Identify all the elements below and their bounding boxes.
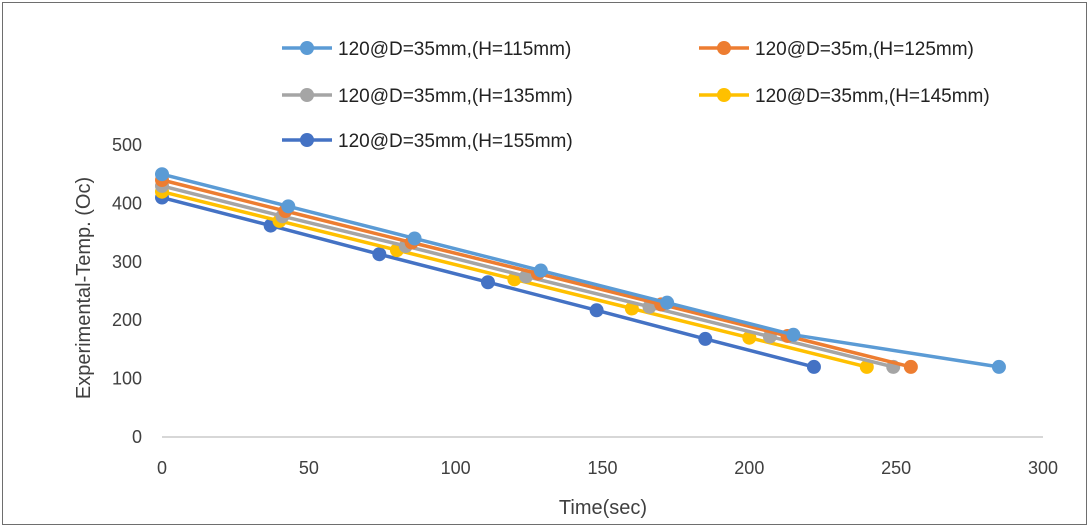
legend: 120@D=35mm,(H=115mm) 120@D=35m,(H=125mm) 1… [282,39,990,152]
x-axis-title: Time(sec) [559,497,647,519]
y-axis-title: Experimental-Temp. (Oc) [73,177,95,399]
x-tick-label: 250 [881,458,911,478]
legend-item: 120@D=35mm,(H=115mm) [282,39,571,60]
x-tick-label: 0 [157,458,167,478]
y-tick-label: 500 [112,135,142,155]
y-tick-label: 400 [112,193,142,213]
series-1 [155,167,1006,374]
legend-label: 120@D=35mm,(H=135mm) [338,86,573,107]
y-tick-label: 200 [112,310,142,330]
legend-label: 120@D=35mm,(H=155mm) [338,131,573,152]
series-4 [155,184,874,374]
x-tick-label: 50 [299,458,319,478]
legend-item: 120@D=35mm,(H=135mm) [282,86,573,107]
y-tick-label: 300 [112,252,142,272]
x-tick-label: 100 [441,458,471,478]
series-5 [155,190,821,374]
data-point [742,330,757,345]
legend-item: 120@D=35mm,(H=145mm) [699,86,990,107]
legend-marker [717,88,731,102]
data-point [281,199,296,214]
legend-item: 120@D=35mm,(H=155mm) [282,131,573,152]
x-tick-label: 200 [734,458,764,478]
legend-label: 120@D=35m,(H=125mm) [755,39,974,60]
data-point [903,359,918,374]
legend-label: 120@D=35mm,(H=115mm) [338,39,571,60]
legend-marker [300,88,314,102]
legend-marker [300,133,314,147]
x-tick-label: 150 [587,458,617,478]
data-point [407,231,422,246]
data-point [589,303,604,318]
y-tick-label: 0 [132,427,142,447]
data-point [859,359,874,374]
data-point [806,359,821,374]
x-tick-label: 300 [1028,458,1058,478]
data-point [991,359,1006,374]
legend-marker [300,41,314,55]
legend-item: 120@D=35m,(H=125mm) [699,39,974,60]
data-point [698,331,713,346]
data-point [480,275,495,290]
data-point [533,263,548,278]
axes: 0 50 100 150 200 250 300 0 100 200 300 400 500 [112,135,1058,478]
data-point [155,167,169,182]
data-point [372,247,387,262]
legend-marker [717,41,731,55]
data-point [786,327,801,342]
data-point [660,295,675,310]
legend-label: 120@D=35mm,(H=145mm) [755,86,990,107]
y-tick-label: 100 [112,369,142,389]
series-layer [155,167,1006,374]
